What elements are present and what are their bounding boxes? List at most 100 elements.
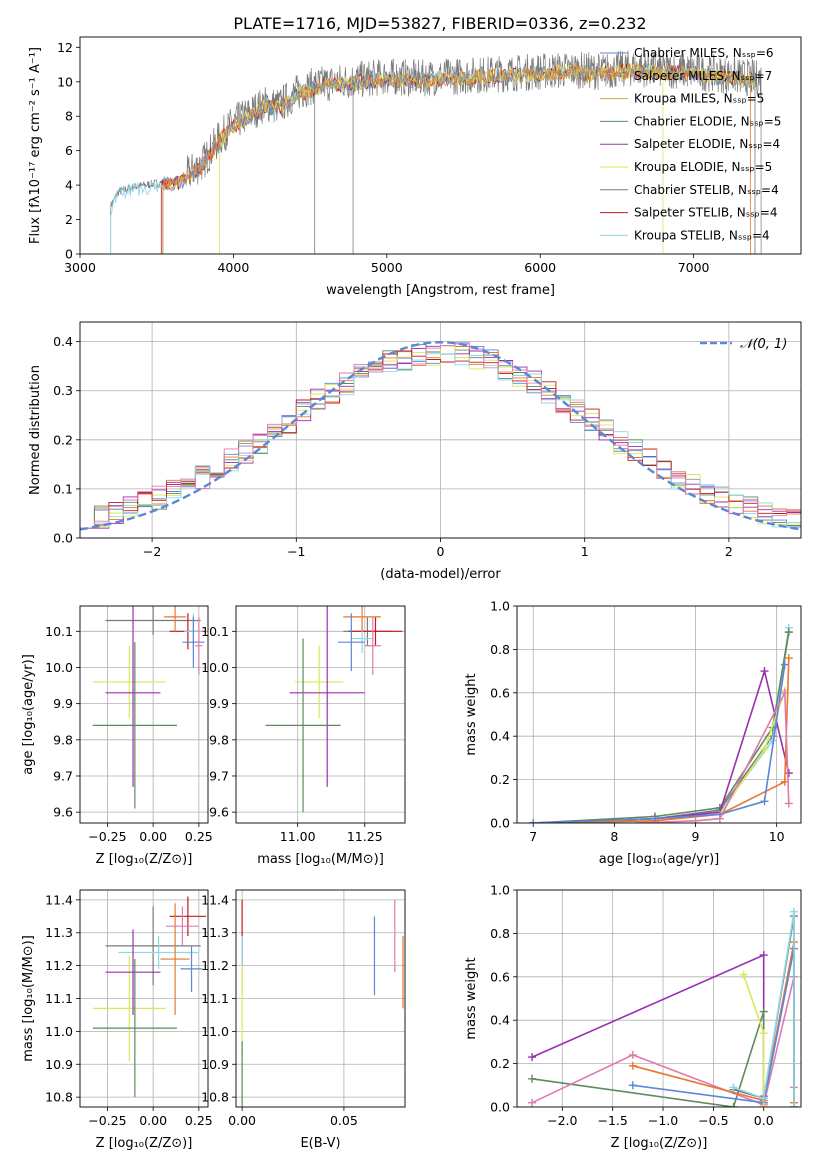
plot-area [80, 890, 208, 1107]
tick-label-x: −2.0 [547, 1113, 577, 1128]
panel-spectrum: 3000 4000 5000 6000 7000 0 2 4 6 8 10 12 wavelength … [28, 36, 802, 298]
legend-entry: Kroupa MILES, Nₛₛₚ=5 [634, 92, 764, 106]
tick-label-x: 7000 [678, 260, 710, 275]
marker-plus [528, 1053, 537, 1062]
tick-label-y: 11.1 [201, 991, 229, 1006]
tick-label-y: 0.1 [53, 481, 73, 496]
axes-frame [79, 36, 802, 255]
axis-label-x: wavelength [Angstrom, rest frame] [326, 283, 555, 298]
data-point [169, 896, 207, 937]
data-point [180, 945, 203, 992]
tick-label-y: 11.0 [45, 1024, 73, 1039]
marker-plus [759, 1029, 768, 1038]
tick-label-y: 11.3 [45, 925, 73, 940]
series-model [162, 64, 755, 254]
marker-plus [784, 799, 793, 808]
tick-label-y: 4 [65, 178, 73, 193]
axes-frame [79, 605, 209, 824]
tick-label-y: 9.6 [53, 805, 73, 820]
plot-area [110, 50, 762, 254]
tick-label-x: 1 [581, 544, 589, 559]
tick-label-y: 10 [57, 74, 73, 89]
tick-label-y: 11.4 [201, 892, 229, 907]
tick-label-y: 11.0 [201, 1024, 229, 1039]
tick-label-y: 9.9 [209, 696, 229, 711]
legend-entry: Salpeter ELODIE, Nₛₛₚ=4 [634, 137, 780, 151]
data-point [343, 606, 381, 632]
tick-label-y: 11.3 [201, 925, 229, 940]
tick-label-y: 1.0 [490, 599, 510, 614]
marker-plus [729, 1083, 738, 1092]
tick-label-y: 0.0 [490, 816, 510, 831]
marker-plus [789, 1103, 798, 1107]
axis-label-y: mass weight [464, 673, 479, 755]
tick-label-y: 0 [65, 247, 73, 262]
data-point [92, 955, 166, 1061]
tick-label-x: 0.25 [185, 829, 213, 844]
tick-label-x: −1 [287, 544, 305, 559]
tick-label-x: 3000 [64, 260, 96, 275]
tick-label-y: 12 [57, 40, 73, 55]
legend-entry: Chabrier STELIB, Nₛₛₚ=4 [634, 183, 779, 197]
data-point [265, 638, 341, 813]
axes-frame [79, 321, 802, 539]
tick-label-y: 10.8 [201, 1090, 229, 1105]
tick-label-y: 0.2 [53, 432, 73, 447]
tick-label-y: 9.7 [53, 768, 73, 783]
tick-label-y: 9.8 [53, 732, 73, 747]
tick-label-x: 0.05 [330, 1113, 358, 1128]
panel-mass-vs-ebv: 0.00 0.05 10.8 10.9 11.0 11.1 11.2 11.3 11.4 E(B-… [201, 889, 406, 1151]
marker-plus [759, 1007, 768, 1016]
tick-label-y: 0.4 [53, 334, 73, 349]
series-line [533, 668, 790, 823]
data-point [182, 616, 205, 668]
data-point [195, 616, 203, 675]
marker-plus [760, 667, 769, 676]
tick-label-y: 11.1 [45, 991, 73, 1006]
marker-plus [784, 654, 793, 663]
tick-label-x: 8 [610, 829, 618, 844]
series-line [531, 953, 765, 1103]
marker-plus [529, 819, 538, 823]
tick-label-y: 0.8 [490, 926, 510, 941]
tick-label-x: −1.5 [597, 1113, 627, 1128]
data-point [364, 616, 381, 675]
histogram-series [80, 343, 801, 529]
tick-label-x: 2 [725, 544, 733, 559]
marker-plus [634, 819, 643, 823]
axes-frame [235, 605, 406, 824]
tick-label-y: 10.1 [45, 624, 73, 639]
axis-label-x: Z [log₁₀(Z/Z⊙)] [96, 852, 193, 867]
tick-label-y: 9.8 [209, 732, 229, 747]
legend-entry: Kroupa STELIB, Nₛₛₚ=4 [634, 228, 770, 242]
marker-plus [650, 814, 659, 823]
plot-area [517, 606, 801, 823]
tick-label-y: 0.6 [490, 685, 510, 700]
data-point [118, 936, 199, 969]
tick-label-x: −0.5 [698, 1113, 728, 1128]
marker-plus [760, 745, 769, 754]
data-point [105, 906, 201, 986]
tick-label-y: 0.8 [490, 642, 510, 657]
tick-label-y: 0.2 [490, 1056, 510, 1071]
panel-age-vs-mass: 11.00 11.25 9.6 9.7 9.8 9.9 10.0 10.1 mass [log₁… [201, 605, 406, 867]
plot-area [236, 890, 405, 1107]
tick-label-x: 6000 [524, 260, 556, 275]
series-line [533, 631, 790, 823]
series-line [638, 689, 790, 823]
legend-entry: Salpeter STELIB, Nₛₛₚ=4 [634, 206, 778, 220]
marker-plus [760, 797, 769, 806]
tick-label-y: 0.0 [53, 531, 73, 546]
panel-massweight-vs-Z: −2.0 −1.5 −1.0 −0.5 0.0 0.0 0.2 0.4 0.6 0.8 1.0 Z [… [464, 883, 802, 1151]
series-line [533, 690, 786, 823]
data-point [165, 906, 199, 946]
tick-label-y: 0.4 [490, 729, 510, 744]
marker-plus [729, 1103, 738, 1107]
axes-frame [516, 889, 802, 1108]
data-point [295, 645, 344, 719]
histogram-series [80, 350, 801, 529]
tick-label-x: 4000 [217, 260, 249, 275]
tick-label-x: 10 [769, 829, 785, 844]
data-point [105, 606, 201, 635]
